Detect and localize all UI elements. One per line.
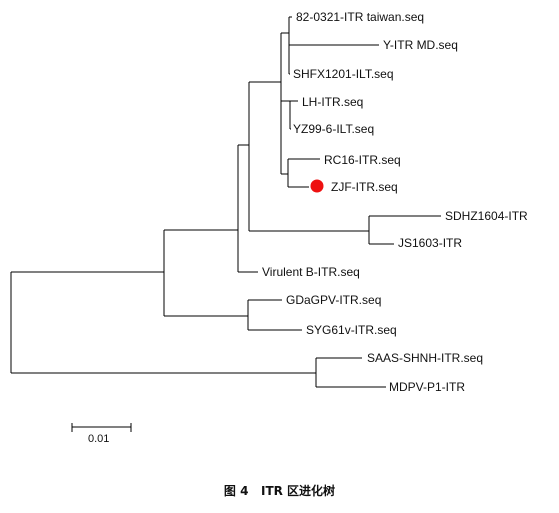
- leaf-label-rc16-itr: RC16-ITR.seq: [324, 153, 401, 167]
- leaf-label-lh-itr: LH-ITR.seq: [302, 95, 363, 109]
- leaf-label-syg61v-itr: SYG61v-ITR.seq: [306, 323, 397, 337]
- leaf-label-gdagpv-itr: GDaGPV-ITR.seq: [286, 293, 381, 307]
- tree-branches: [10, 16, 441, 388]
- phylogenetic-tree: 82-0321-ITR taiwan.seq Y-ITR MD.seq SHFX…: [10, 10, 528, 445]
- leaf-label-sdhz1604-itr: SDHZ1604-ITR: [445, 209, 528, 223]
- leaf-label-82-0321-itr-taiwan: 82-0321-ITR taiwan.seq: [296, 10, 424, 24]
- leaf-label-y-itr-md: Y-ITR MD.seq: [383, 38, 458, 52]
- leaf-label-saas-shnh-itr: SAAS-SHNH-ITR.seq: [367, 351, 483, 365]
- leaf-label-mdpv-p1-itr: MDPV-P1-ITR: [389, 380, 465, 394]
- scale-bar: 0.01: [71, 423, 132, 445]
- leaf-label-virulent-b-itr: Virulent B-ITR.seq: [262, 265, 360, 279]
- leaf-labels: 82-0321-ITR taiwan.seq Y-ITR MD.seq SHFX…: [262, 10, 528, 394]
- scale-bar-label: 0.01: [88, 433, 109, 445]
- leaf-label-zjf-itr: ZJF-ITR.seq: [331, 180, 398, 194]
- figure-caption: 图 4 ITR 区进化树: [223, 484, 336, 498]
- leaf-label-yz99-6-ilt: YZ99-6-ILT.seq: [293, 122, 374, 136]
- red-dot-marker-icon: [310, 179, 324, 193]
- leaf-label-js1603-itr: JS1603-ITR: [398, 236, 462, 250]
- leaf-label-shfx1201-ilt: SHFX1201-ILT.seq: [293, 67, 394, 81]
